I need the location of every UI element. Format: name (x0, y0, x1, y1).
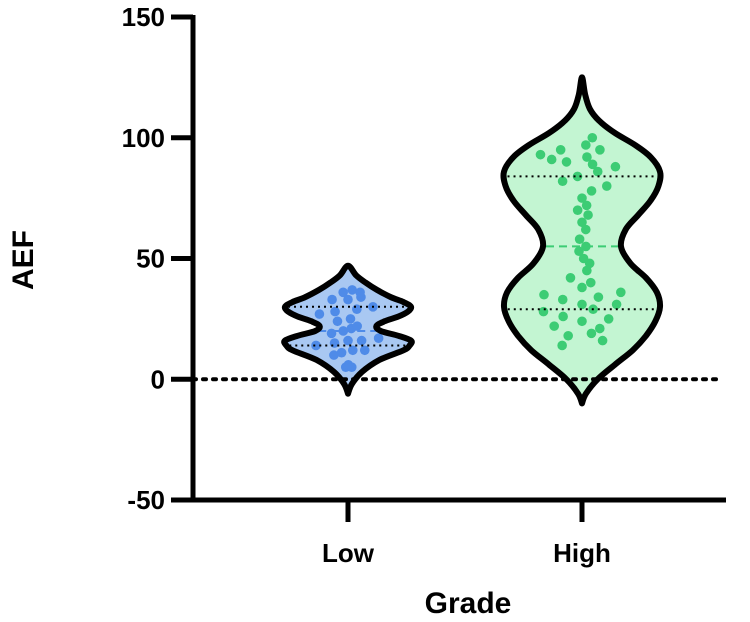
data-point (546, 154, 557, 165)
violin-high (500, 74, 664, 407)
data-point (359, 345, 370, 356)
data-point (329, 350, 339, 360)
data-point (563, 330, 573, 341)
data-point (574, 234, 585, 244)
violin-low (281, 262, 415, 397)
data-point (535, 149, 546, 160)
data-point (561, 157, 572, 167)
data-point (557, 176, 568, 187)
data-point (346, 362, 357, 372)
data-point (539, 289, 549, 300)
data-point (345, 314, 356, 324)
data-point (582, 152, 592, 162)
data-point (557, 340, 567, 351)
data-point (586, 328, 597, 339)
data-point (587, 159, 598, 170)
data-point (332, 316, 343, 327)
data-point (611, 299, 622, 310)
violin-outline (281, 262, 415, 397)
data-point (577, 193, 587, 203)
data-point (577, 282, 587, 293)
data-point (330, 306, 340, 317)
data-point (557, 294, 568, 305)
violins (281, 74, 664, 407)
data-point (593, 292, 604, 302)
x-tick-label: Low (322, 538, 375, 568)
data-point (597, 335, 608, 346)
data-point (581, 200, 592, 211)
data-point (338, 326, 349, 336)
data-point (616, 287, 626, 298)
data-point (587, 132, 598, 143)
y-tick-label: 0 (151, 364, 165, 394)
data-point (343, 335, 353, 346)
data-point (592, 166, 603, 177)
data-point (580, 224, 591, 235)
data-point (558, 311, 568, 322)
x-tick-labels: Low High (322, 538, 611, 568)
data-point (578, 253, 589, 264)
data-point (585, 277, 596, 288)
data-point (595, 145, 605, 155)
data-point (336, 347, 347, 358)
data-point (311, 340, 321, 351)
data-point (343, 294, 353, 305)
data-point (327, 294, 337, 305)
data-point (583, 210, 593, 220)
data-point (356, 335, 367, 346)
data-point (572, 171, 583, 182)
data-point (572, 205, 583, 215)
data-point (549, 321, 560, 331)
data-point (555, 145, 566, 155)
x-axis-title: Grade (425, 587, 512, 620)
y-tick-labels: -50 0 50 100 150 (122, 2, 165, 515)
data-point (586, 186, 597, 196)
data-point (574, 246, 584, 257)
violin-outline (500, 74, 664, 407)
y-tick-label: 100 (122, 123, 165, 153)
y-tick-label: 50 (136, 244, 165, 274)
data-point (577, 299, 587, 310)
data-point (373, 333, 384, 343)
x-tick-label: High (553, 538, 611, 568)
y-tick-label: -50 (127, 485, 165, 515)
data-point (601, 181, 612, 191)
data-point (338, 287, 348, 298)
data-point (581, 140, 591, 150)
data-point (352, 321, 362, 331)
data-point (594, 323, 605, 334)
data-point (577, 217, 587, 228)
data-point (610, 161, 621, 172)
axes (171, 14, 726, 522)
data-point (355, 287, 365, 298)
data-point (603, 314, 614, 324)
y-axis-title: AEF (7, 230, 40, 290)
data-point (538, 306, 549, 317)
data-point (565, 273, 576, 283)
data-point (582, 265, 592, 276)
data-point (577, 316, 587, 327)
data-point (314, 309, 325, 319)
y-tick-label: 150 (122, 2, 165, 32)
data-point (347, 345, 358, 356)
data-point (347, 285, 357, 295)
